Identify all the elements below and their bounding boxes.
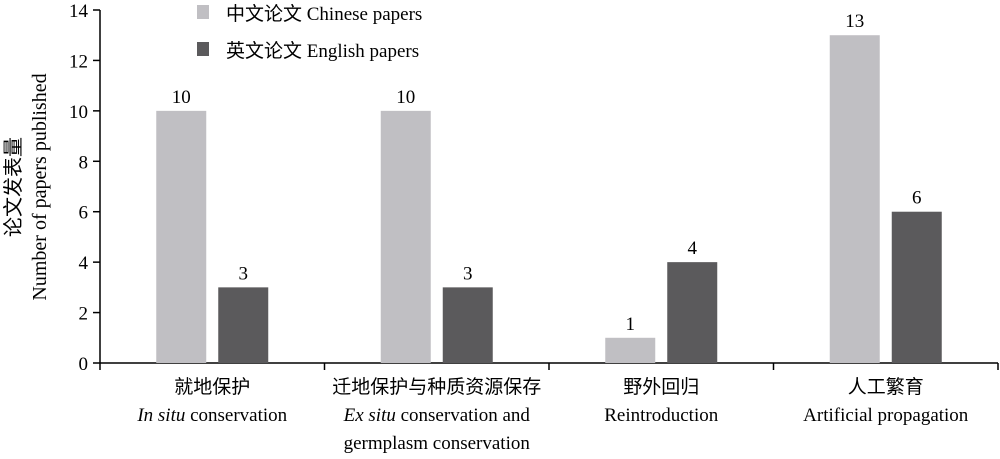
x-category-label-en: Ex situ conservation and xyxy=(343,405,531,426)
y-axis-label-cn: 论文发表量 xyxy=(2,137,25,237)
y-tick-label: 6 xyxy=(79,203,89,224)
bar xyxy=(605,337,656,363)
y-axis-label-en: Number of papers published xyxy=(29,73,51,300)
bar-value-label: 10 xyxy=(172,87,191,108)
x-category-label-en: Reintroduction xyxy=(604,405,718,426)
legend-swatch xyxy=(197,5,209,19)
bar-value-label: 10 xyxy=(396,87,415,108)
bar xyxy=(218,287,269,363)
bar-value-label: 4 xyxy=(688,238,698,259)
bar xyxy=(380,110,431,363)
y-tick-label: 12 xyxy=(69,51,88,72)
x-category-label-cn: 迁地保护与种质资源保存 xyxy=(332,376,541,398)
legend-label: 英文论文 English papers xyxy=(226,40,419,62)
y-tick-label: 4 xyxy=(79,253,89,274)
bar xyxy=(442,287,493,363)
y-tick-label: 8 xyxy=(79,152,89,173)
legend-label: 中文论文 Chinese papers xyxy=(226,3,422,25)
bar-value-label: 1 xyxy=(626,314,636,335)
x-category-label-cn: 就地保护 xyxy=(174,376,250,398)
x-category-label-cn: 野外回归 xyxy=(623,376,699,398)
y-tick-label: 2 xyxy=(79,304,89,325)
bar xyxy=(829,35,880,363)
y-tick-label: 10 xyxy=(69,102,88,123)
legend-swatch xyxy=(197,42,209,56)
bar xyxy=(667,262,718,363)
y-tick-label: 0 xyxy=(79,354,89,375)
bar-value-label: 3 xyxy=(463,263,473,284)
x-category-label-cn: 人工繁育 xyxy=(848,376,924,398)
x-category-label-en: Artificial propagation xyxy=(803,405,969,426)
x-category-label-en-line2: germplasm conservation xyxy=(344,433,531,454)
bar xyxy=(156,110,207,363)
x-category-label-en: In situ conservation xyxy=(136,405,287,426)
bar-value-label: 13 xyxy=(845,11,864,32)
bar-value-label: 3 xyxy=(239,263,249,284)
y-tick-label: 14 xyxy=(69,1,89,22)
bar-value-label: 6 xyxy=(912,188,922,209)
bar xyxy=(891,211,942,363)
